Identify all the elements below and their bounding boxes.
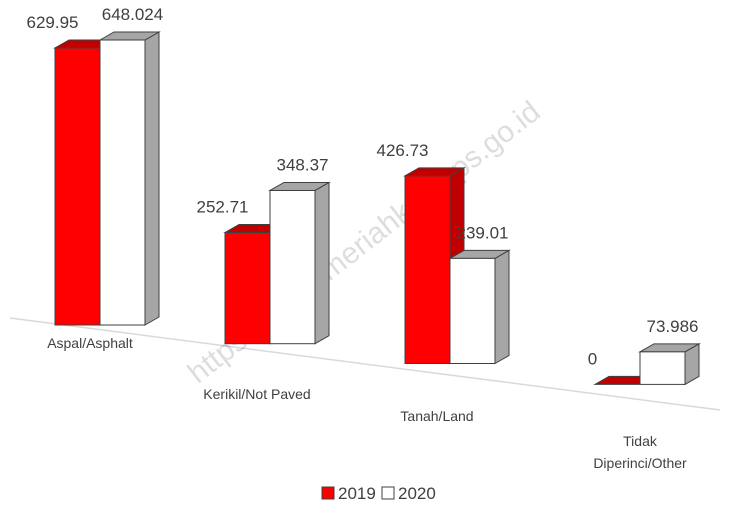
legend-label: 2020	[398, 484, 436, 503]
value-label: 629.95	[27, 13, 79, 32]
x-tick-label: Kerikil/Not Paved	[203, 386, 311, 402]
value-label: 73.986	[647, 317, 699, 336]
legend-swatch	[381, 486, 395, 500]
value-label: 0	[588, 349, 597, 368]
bar-front	[269, 189, 316, 345]
bar-front	[639, 351, 686, 385]
legend-label: 2019	[338, 484, 376, 503]
bar-front	[404, 175, 451, 364]
bar-front	[54, 47, 101, 326]
value-label: 426.73	[377, 141, 429, 160]
x-tick-label: Aspal/Asphalt	[47, 335, 133, 351]
value-label: 239.01	[457, 223, 509, 242]
x-tick-label: Tanah/Land	[400, 408, 474, 424]
bar-front	[99, 39, 146, 326]
bar-side	[144, 31, 160, 326]
bar	[268, 181, 331, 345]
floor-line	[9, 317, 721, 411]
value-label: 648.024	[102, 5, 163, 24]
bar-side	[494, 249, 510, 365]
bar-side	[314, 181, 330, 345]
x-tick-label: Tidak Diperinci/Other	[593, 433, 687, 471]
legend-swatch	[321, 486, 335, 500]
bar	[448, 249, 511, 365]
bar-front	[449, 257, 496, 365]
bar-front	[224, 232, 271, 345]
value-label: 348.37	[277, 155, 329, 174]
bar	[98, 31, 161, 326]
bar	[638, 342, 701, 386]
value-label: 252.71	[197, 198, 249, 217]
